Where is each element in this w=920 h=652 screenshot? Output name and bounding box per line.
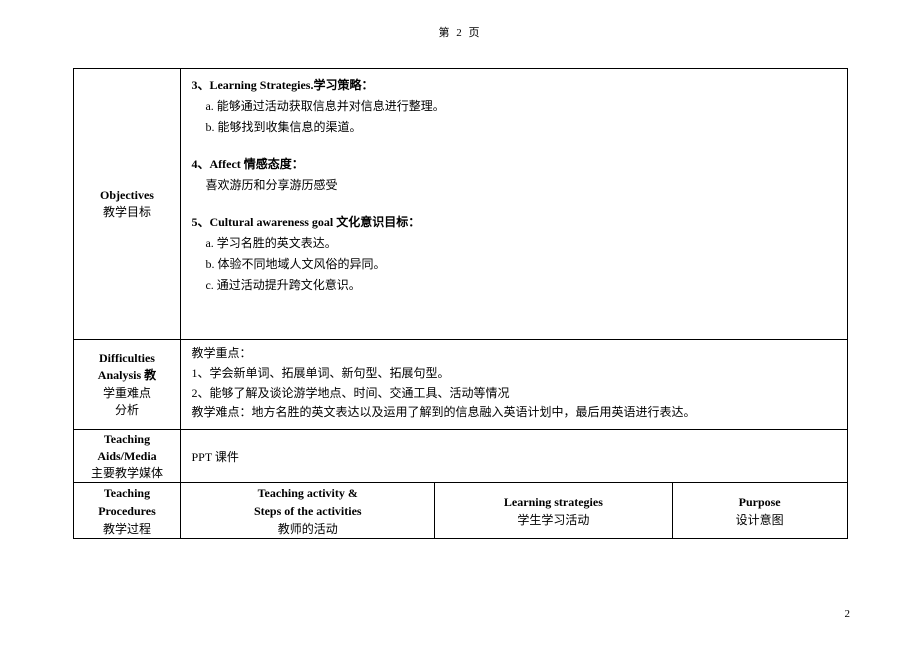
aids-label-mid: Aids/Media [74, 448, 181, 465]
objectives-content-cell: 3、Learning Strategies.学习策略： a. 能够通过活动获取信… [181, 69, 847, 340]
objectives-item3-a: a. 能够通过活动获取信息并对信息进行整理。 [205, 96, 838, 117]
difficulties-label-mid: Analysis 教 [92, 367, 163, 384]
objectives-item5-c: c. 通过活动提升跨文化意识。 [205, 275, 838, 296]
aids-label-zh: 主要教学媒体 [74, 465, 181, 482]
difficulties-label-zh2: 分析 [92, 402, 163, 419]
procedures-col2-zh: 学生学习活动 [435, 511, 672, 529]
procedures-col2: Learning strategies 学生学习活动 [435, 483, 673, 539]
lesson-plan-table: Objectives 教学目标 3、Learning Strategies.学习… [73, 68, 848, 539]
procedures-col2-en: Learning strategies [435, 493, 672, 511]
aids-label-cell: Teaching Aids/Media 主要教学媒体 [73, 430, 181, 483]
difficulties-label-zh1: 学重难点 [92, 385, 163, 402]
objectives-item5-a: a. 学习名胜的英文表达。 [205, 233, 838, 254]
procedures-col1: Teaching activity & Steps of the activit… [181, 483, 435, 539]
difficulties-line3: 2、能够了解及谈论游学地点、时间、交通工具、活动等情况 [191, 384, 838, 404]
objectives-item3-heading: 3、Learning Strategies.学习策略： [191, 75, 838, 96]
procedures-col3-zh: 设计意图 [673, 511, 847, 529]
row-difficulties: Difficulties Analysis 教 学重难点 分析 教学重点： 1、… [73, 340, 847, 430]
procedures-label-mid: Procedures [82, 502, 173, 520]
procedures-col1-zh: 教师的活动 [181, 520, 434, 538]
procedures-col1-en1: Teaching activity & [181, 484, 434, 502]
difficulties-label-en: Difficulties [92, 350, 163, 367]
aids-label-en: Teaching [74, 431, 181, 448]
difficulties-content-cell: 教学重点： 1、学会新单词、拓展单词、新句型、拓展句型。 2、能够了解及谈论游学… [181, 340, 847, 430]
objectives-item5-heading: 5、Cultural awareness goal 文化意识目标： [191, 212, 838, 233]
difficulties-line2: 1、学会新单词、拓展单词、新句型、拓展句型。 [191, 364, 838, 384]
procedures-label-zh: 教学过程 [82, 520, 173, 538]
procedures-label-en: Teaching [82, 484, 173, 502]
procedures-col3: Purpose 设计意图 [672, 483, 847, 539]
objectives-item4-a: 喜欢游历和分享游历感受 [205, 175, 838, 196]
row-procedures-header: Teaching Procedures 教学过程 Teaching activi… [73, 483, 847, 539]
procedures-label-cell: Teaching Procedures 教学过程 [73, 483, 181, 539]
difficulties-line1: 教学重点： [191, 344, 838, 364]
procedures-col1-en2: Steps of the activities [181, 502, 434, 520]
row-teaching-aids: Teaching Aids/Media 主要教学媒体 PPT 课件 [73, 430, 847, 483]
difficulties-line4: 教学难点：地方名胜的英文表达以及运用了解到的信息融入英语计划中，最后用英语进行表… [191, 403, 838, 423]
objectives-label-zh: 教学目标 [74, 203, 181, 220]
aids-content-cell: PPT 课件 [181, 430, 847, 483]
objectives-item5-b: b. 体验不同地域人文风俗的异同。 [205, 254, 838, 275]
page-number: 2 [845, 608, 851, 620]
objectives-label-en: Objectives [74, 188, 181, 203]
page-header: 第 2 页 [0, 0, 920, 40]
objectives-item3-b: b. 能够找到收集信息的渠道。 [205, 117, 838, 138]
objectives-label-cell: Objectives 教学目标 [73, 69, 181, 340]
procedures-col3-en: Purpose [673, 493, 847, 511]
objectives-item4-heading: 4、Affect 情感态度： [191, 154, 838, 175]
difficulties-label-cell: Difficulties Analysis 教 学重难点 分析 [73, 340, 181, 430]
row-objectives: Objectives 教学目标 3、Learning Strategies.学习… [73, 69, 847, 340]
